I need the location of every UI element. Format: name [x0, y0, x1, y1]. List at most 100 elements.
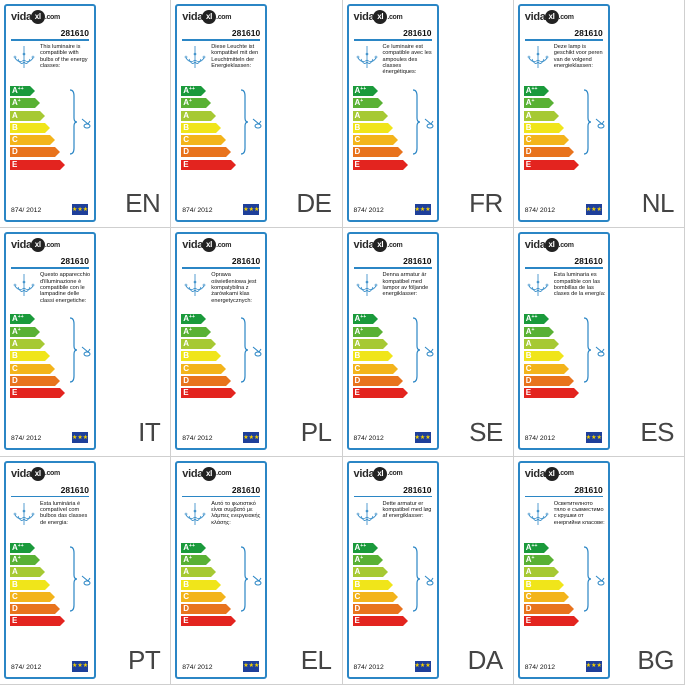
- energy-class-bar: C: [10, 591, 55, 602]
- energy-label-panel: vida xl .com 281610 Esta luminaria es comp…: [513, 228, 685, 457]
- energy-class-letter: D: [525, 604, 532, 614]
- compatibility-text: Esta luminária é compatível com bulbos d…: [40, 500, 88, 526]
- regulation-number: 874/ 2012: [353, 207, 384, 214]
- language-code: EN: [125, 188, 161, 219]
- energy-class-bar: A++: [181, 542, 207, 553]
- energy-class-sup: ++: [360, 542, 367, 549]
- energy-class-bar: D: [10, 147, 60, 158]
- energy-label: vida xl .com 281610 Denna armatur är kompa…: [346, 232, 439, 451]
- bulb-bracket-icon: [69, 546, 91, 612]
- eu-flag-icon: ★★★: [414, 660, 431, 672]
- energy-scale: A++ A+ A B C D E: [523, 86, 579, 172]
- energy-class-sup: ++: [531, 542, 538, 549]
- energy-class-bar: A+: [523, 326, 554, 337]
- energy-class-sup: +: [189, 326, 192, 333]
- energy-class-bar: A: [523, 110, 559, 121]
- energy-class-letter: A: [525, 567, 532, 577]
- compatibility-text: Deze lamp is geschikt voor peren van de …: [553, 44, 603, 69]
- energy-label-panel: vida xl .com 281610 Oprawa oświetleniowa j…: [171, 228, 343, 457]
- logo-mark: xl: [544, 466, 559, 481]
- energy-label: vida xl .com 281610 Осветителното тяло е с…: [517, 460, 610, 679]
- energy-class-letter: B: [183, 351, 190, 361]
- energy-class-bar: B: [181, 351, 222, 362]
- regulation-number: 874/ 2012: [182, 435, 213, 443]
- energy-label-panel: vida xl .com 281610 Questo apparecchio d'i…: [0, 228, 172, 457]
- energy-class-bar: A+: [181, 98, 212, 109]
- energy-class-sup: ++: [17, 314, 24, 321]
- energy-class-bar: C: [523, 363, 569, 374]
- logo-mark: xl: [373, 10, 388, 24]
- energy-class-sup: +: [189, 554, 192, 561]
- energy-class-letter: A: [12, 314, 18, 324]
- energy-class-letter: E: [525, 388, 532, 398]
- energy-class-letter: C: [12, 135, 18, 145]
- energy-label-panel: vida xl .com 281610 Deze lamp is geschikt …: [513, 0, 685, 229]
- energy-class-letter: C: [183, 135, 190, 145]
- energy-class-letter: C: [354, 591, 361, 601]
- chandelier-icon: [184, 502, 206, 525]
- energy-class-bar: E: [181, 159, 237, 170]
- divider: [182, 39, 261, 41]
- chandelier-icon: [184, 46, 206, 68]
- chandelier-icon: [356, 46, 377, 68]
- energy-class-bar: A++: [523, 86, 549, 96]
- energy-scale: A++ A+ A B C D E: [181, 542, 237, 629]
- energy-class-letter: A: [354, 542, 361, 552]
- energy-class-bar: A: [10, 110, 45, 121]
- energy-class-sup: ++: [189, 86, 195, 92]
- compatibility-text: Denna armatur är kompatibel med lampor a…: [382, 272, 429, 298]
- chandelier-icon: [356, 502, 377, 525]
- energy-class-sup: +: [17, 326, 21, 333]
- divider: [11, 39, 89, 41]
- energy-class-bar: B: [10, 579, 50, 590]
- energy-class-bar: A+: [10, 554, 40, 565]
- compatibility-text: Αυτό το φωτιστικό είναι συμβατό με λάμπε…: [211, 500, 261, 526]
- compatibility-text: Dette armatur er kompatibel med løg af e…: [382, 500, 432, 520]
- energy-class-sup: ++: [360, 86, 367, 92]
- bulb-bracket-icon: [583, 317, 605, 383]
- divider: [182, 267, 261, 269]
- chandelier-icon: [13, 502, 35, 525]
- energy-class-sup: +: [189, 98, 192, 105]
- eu-flag-icon: ★★★: [414, 432, 431, 444]
- divider: [524, 267, 603, 269]
- language-code: BG: [637, 644, 674, 675]
- energy-label-panel: vida xl .com 281610 Dette armatur er kompa…: [342, 456, 514, 685]
- energy-class-letter: A: [183, 326, 190, 336]
- vidaxl-logo: vida xl .com: [524, 10, 574, 24]
- bulb-bracket-icon: [412, 317, 433, 383]
- energy-label: vida xl .com 281610 Αυτό το φωτιστικό είνα…: [175, 460, 268, 679]
- energy-class-letter: A: [12, 98, 18, 108]
- energy-class-letter: D: [354, 147, 361, 157]
- energy-class-letter: B: [354, 579, 361, 589]
- energy-scale: A++ A+ A B C D E: [352, 314, 408, 400]
- energy-class-sup: ++: [531, 86, 538, 92]
- energy-class-sup: +: [531, 326, 535, 333]
- language-code: SE: [469, 416, 503, 447]
- energy-class-bar: A++: [10, 86, 35, 96]
- energy-label-panel: vida xl .com 281610 Ce luminaire est compa…: [342, 0, 514, 229]
- energy-class-bar: A+: [523, 98, 554, 109]
- energy-class-bar: C: [523, 591, 569, 602]
- energy-class-letter: A: [354, 86, 361, 95]
- energy-label: vida xl .com 281610 Questo apparecchio d'i…: [4, 232, 96, 451]
- logo-mark: xl: [202, 238, 217, 253]
- energy-label-panel: vida xl .com 281610 Denna armatur är kompa…: [342, 228, 514, 457]
- energy-class-bar: A+: [352, 98, 383, 109]
- regulation-number: 874/ 2012: [11, 663, 42, 671]
- compatibility-text: Diese Leuchte ist kompatibel mit den Leu…: [211, 44, 259, 69]
- logo-mark: xl: [202, 466, 217, 481]
- energy-class-bar: A+: [352, 326, 383, 337]
- energy-class-bar: C: [10, 135, 55, 146]
- energy-class-bar: A++: [523, 542, 549, 553]
- energy-class-bar: A: [181, 338, 217, 349]
- eu-flag-icon: ★★★: [243, 660, 259, 672]
- energy-class-bar: A+: [10, 326, 40, 337]
- energy-class-letter: C: [12, 363, 18, 373]
- compatibility-text: Oprawa oświetleniowa jest kompatybilna z…: [211, 272, 257, 304]
- energy-class-bar: E: [181, 616, 237, 627]
- energy-class-letter: E: [354, 159, 360, 169]
- energy-class-letter: E: [12, 616, 18, 626]
- energy-class-letter: A: [354, 110, 361, 120]
